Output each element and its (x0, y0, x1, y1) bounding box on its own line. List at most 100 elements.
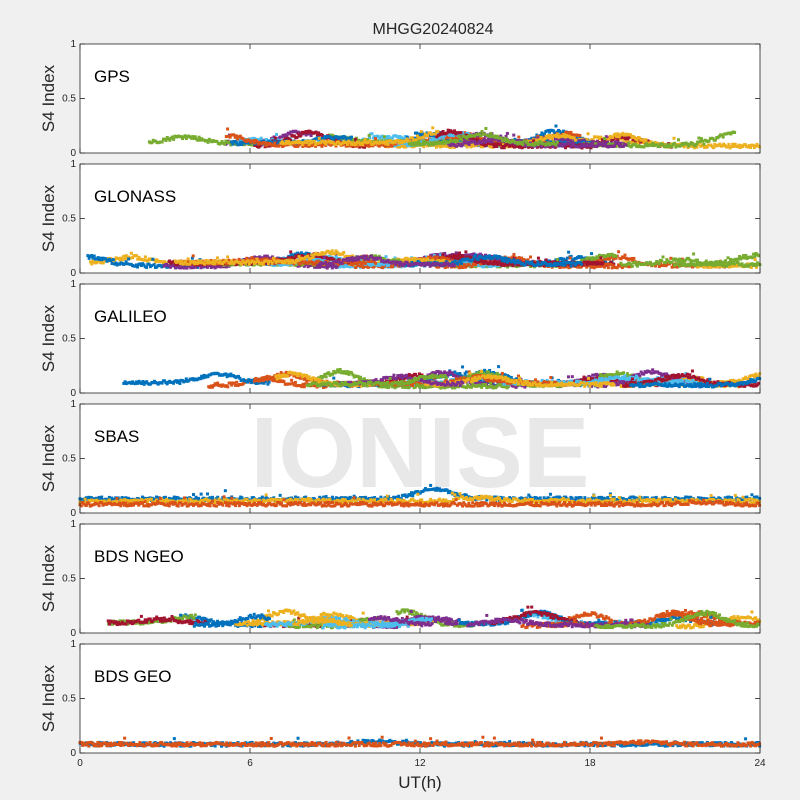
data-point (692, 252, 696, 256)
data-point (425, 131, 429, 135)
data-point (453, 129, 457, 133)
data-point (411, 142, 415, 146)
data-point (440, 132, 444, 136)
data-point (482, 265, 486, 269)
data-point (192, 136, 196, 140)
data-point (564, 142, 568, 146)
data-point (334, 143, 338, 147)
data-point (293, 144, 297, 148)
data-point (726, 256, 730, 260)
data-point (569, 130, 573, 134)
data-point (629, 257, 633, 261)
data-point (630, 264, 634, 268)
data-point (384, 142, 388, 146)
data-point (459, 132, 463, 136)
data-point (502, 139, 506, 143)
data-point (385, 140, 389, 144)
data-point (472, 132, 476, 136)
data-point (367, 136, 371, 140)
data-point (617, 250, 621, 254)
data-point (432, 253, 436, 257)
data-point (602, 265, 606, 269)
data-point (720, 133, 724, 137)
data-point (428, 131, 432, 135)
data-point (697, 136, 701, 140)
data-point (551, 145, 555, 149)
data-point (443, 134, 447, 138)
data-point (269, 140, 273, 144)
data-point (529, 139, 533, 143)
data-point (595, 140, 599, 144)
data-point (472, 139, 476, 143)
data-point (747, 144, 751, 148)
y-tick-label: 1 (70, 39, 76, 50)
data-point (565, 140, 569, 144)
data-point (726, 145, 730, 149)
data-point (580, 258, 584, 262)
data-point (665, 143, 669, 147)
data-point (386, 142, 390, 146)
data-point (339, 264, 343, 268)
data-point (488, 145, 492, 149)
data-point (255, 140, 259, 144)
data-point (490, 140, 494, 144)
data-point (136, 265, 140, 269)
data-point (295, 135, 299, 139)
data-point (415, 134, 419, 138)
data-point (491, 142, 495, 146)
data-point (597, 253, 601, 257)
data-point (446, 128, 450, 132)
data-point (184, 136, 188, 140)
data-point (507, 144, 511, 148)
data-point (283, 141, 287, 145)
data-point (479, 137, 483, 141)
data-points (86, 249, 762, 270)
data-point (545, 136, 549, 140)
data-point (273, 139, 277, 143)
data-point (454, 251, 458, 255)
data-point (333, 138, 337, 142)
data-point (661, 255, 665, 259)
data-point (536, 134, 540, 138)
data-point (629, 133, 633, 137)
data-point (562, 137, 566, 141)
data-point (413, 141, 417, 145)
data-point (321, 137, 325, 141)
data-point (414, 138, 418, 142)
data-point (408, 140, 412, 144)
data-point (517, 135, 521, 139)
data-point (735, 264, 739, 268)
data-point (577, 143, 581, 147)
data-point (331, 141, 335, 145)
data-point (484, 127, 488, 131)
data-point (433, 140, 437, 144)
data-point (404, 139, 408, 143)
panel-label: GPS (94, 67, 130, 86)
data-point (398, 145, 402, 149)
data-point (172, 137, 176, 141)
data-point (512, 145, 516, 149)
data-point (560, 259, 564, 263)
data-point (539, 133, 543, 137)
data-point (433, 132, 437, 136)
data-point (495, 134, 499, 138)
data-point (471, 144, 475, 148)
data-point (670, 265, 674, 269)
data-point (191, 135, 195, 139)
data-point (362, 140, 366, 144)
data-point (515, 140, 519, 144)
data-point (592, 140, 596, 144)
data-point (376, 135, 380, 139)
data-point (447, 257, 451, 261)
data-point (296, 132, 300, 136)
data-point (441, 129, 445, 133)
data-point (741, 145, 745, 149)
data-point (486, 137, 490, 141)
data-point (613, 132, 617, 136)
data-point (501, 143, 505, 147)
data-point (586, 259, 590, 263)
data-point (432, 137, 436, 141)
data-point (579, 142, 583, 146)
data-point (489, 131, 493, 135)
